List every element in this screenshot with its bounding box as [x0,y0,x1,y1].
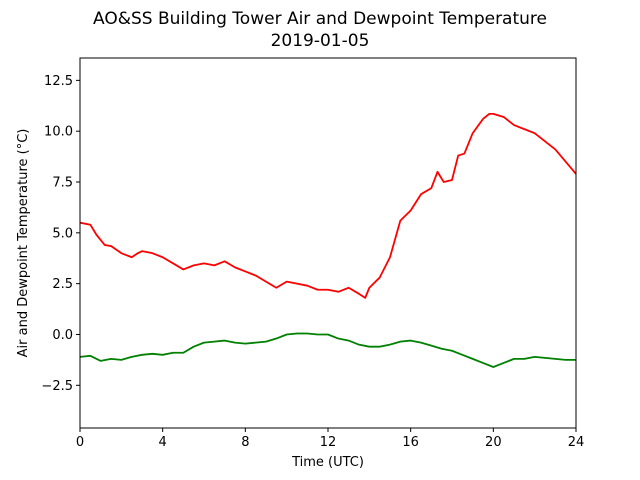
series-line-green [80,332,576,368]
chart-subtitle: 2019-01-05 [271,31,370,51]
x-tick-label: 4 [159,435,167,450]
y-tick-label: 10.0 [44,125,73,140]
chart-title: AO&SS Building Tower Air and Dewpoint Te… [93,9,547,29]
series-line-red [80,113,576,299]
y-tick-label: 5.0 [52,226,73,241]
x-tick-label: 16 [402,435,419,450]
x-tick-label: 12 [320,435,337,450]
x-axis: 0 4 8 12 16 20 24 [76,428,584,450]
x-tick-label: 24 [568,435,585,450]
x-tick-label: 20 [485,435,502,450]
x-tick-label: 8 [241,435,249,450]
y-axis: −2.5 0.0 2.5 5.0 7.5 10.0 12.5 [41,74,80,394]
plot-area [80,113,576,368]
x-axis-label: Time (UTC) [291,455,364,470]
y-tick-label: 12.5 [44,74,73,89]
x-tick-label: 0 [76,435,84,450]
y-tick-label: 2.5 [52,277,73,292]
series-layer [80,113,576,368]
y-tick-label: 0.0 [52,328,73,343]
y-axis-label: Air and Dewpoint Temperature (°C) [16,129,31,358]
y-tick-label: −2.5 [41,379,73,394]
y-tick-label: 7.5 [52,176,73,191]
